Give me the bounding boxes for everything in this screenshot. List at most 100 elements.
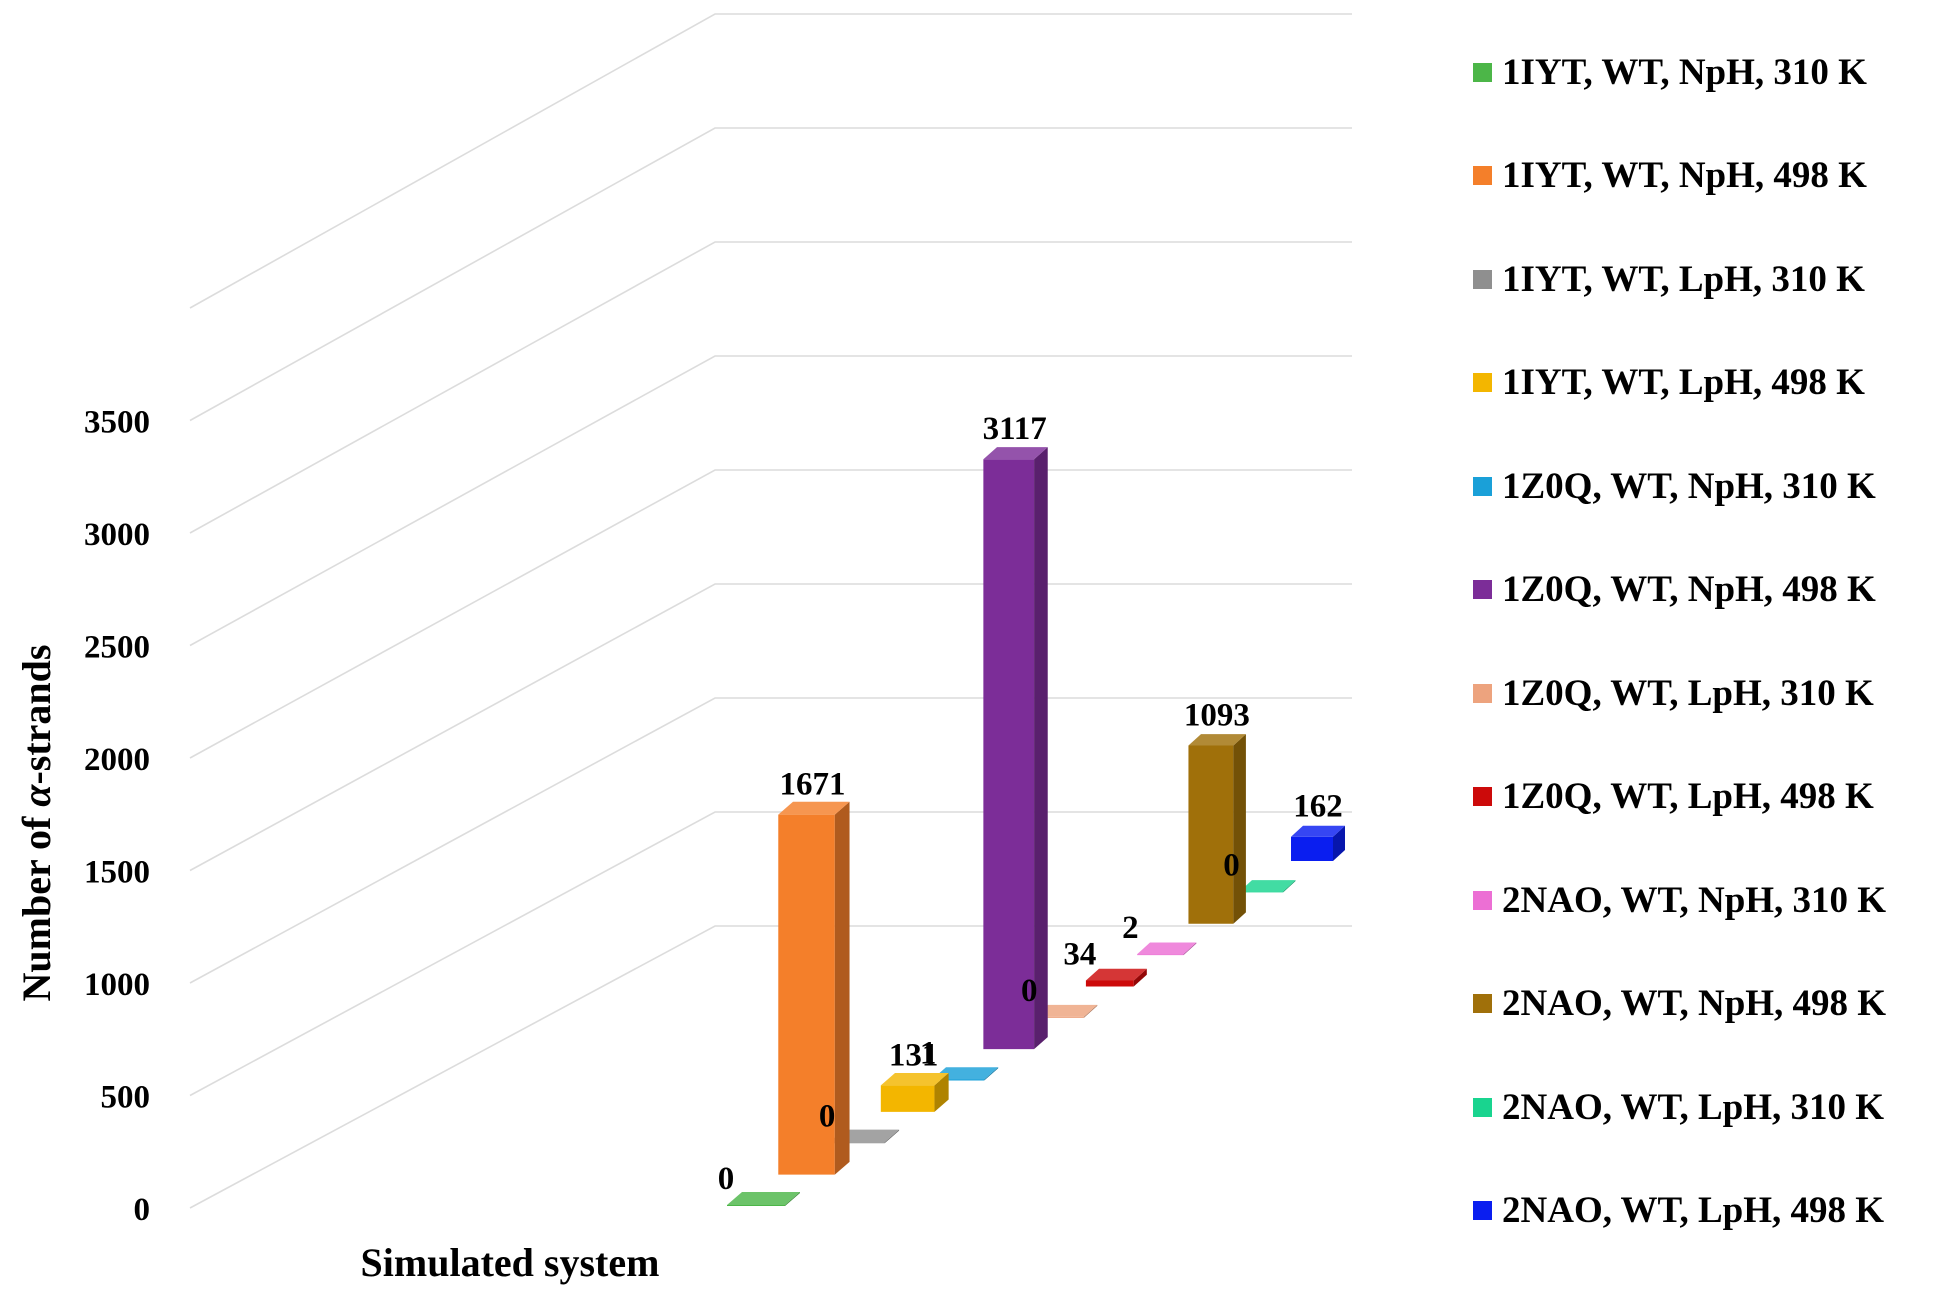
legend-swatch [1473, 787, 1492, 806]
legend-item: 1IYT, WT, NpH, 310 K [1473, 51, 1867, 93]
legend-swatch [1473, 994, 1492, 1013]
bar-top [1085, 968, 1147, 981]
bar-top [1239, 880, 1296, 892]
legend-item: 1Z0Q, WT, LpH, 310 K [1473, 672, 1874, 714]
bar [1188, 734, 1246, 924]
legend-label: 2NAO, WT, LpH, 498 K [1502, 1190, 1885, 1231]
bar-top [778, 801, 850, 815]
legend-label: 1IYT, WT, NpH, 498 K [1502, 155, 1867, 196]
gridline [189, 925, 1352, 1209]
y-axis-ticks: 0 500 1000 1500 2000 2500 3000 3500 [84, 405, 150, 1229]
legend-swatch [1473, 1097, 1492, 1117]
y-tick-label: 0 [134, 1192, 151, 1228]
legend-item: 2NAO, WT, LpH, 310 K [1473, 1087, 1884, 1128]
legend-item: 2NAO, WT, NpH, 498 K [1473, 983, 1887, 1024]
bar-side [1333, 825, 1345, 861]
data-label: 0 [718, 1161, 735, 1197]
bar [1085, 968, 1147, 987]
y-tick-label: 2000 [84, 742, 150, 778]
legend-swatch [1473, 580, 1492, 599]
gridline [189, 697, 1352, 984]
legend-label: 1Z0Q, WT, LpH, 310 K [1502, 672, 1874, 714]
legend-item: 1IYT, WT, LpH, 498 K [1473, 362, 1865, 403]
legend-swatch [1473, 62, 1492, 82]
bar-side [834, 801, 850, 1175]
bar-top [983, 447, 1048, 460]
data-label: 1 [920, 1036, 937, 1072]
bar-top [1137, 942, 1197, 955]
bar-front [1188, 745, 1234, 924]
data-label: 162 [1293, 789, 1343, 825]
bar-top [880, 1072, 949, 1086]
legend-item: 2NAO, WT, LpH, 498 K [1473, 1190, 1885, 1231]
data-label: 0 [1021, 973, 1038, 1009]
legend-swatch [1473, 1201, 1492, 1220]
data-label: 131 [889, 1037, 939, 1073]
gridline [189, 127, 1352, 422]
y-tick-label: 2500 [84, 630, 150, 666]
legend-item: 1IYT, WT, LpH, 310 K [1473, 258, 1865, 300]
gridline [189, 811, 1352, 1097]
legend-label: 2NAO, WT, NpH, 310 K [1502, 879, 1887, 921]
legend-item: 1Z0Q, WT, NpH, 310 K [1473, 465, 1876, 507]
bar-front [1291, 836, 1333, 861]
legend-swatch [1473, 890, 1492, 910]
bar [1239, 880, 1296, 893]
legend-label: 1Z0Q, WT, LpH, 498 K [1502, 776, 1874, 817]
legend-item: 1Z0Q, WT, LpH, 498 K [1473, 776, 1874, 817]
data-label: 2 [1122, 910, 1139, 946]
bar [778, 801, 850, 1175]
bar-side [934, 1072, 949, 1112]
data-label: 0 [1223, 847, 1240, 883]
gridline [189, 13, 1352, 309]
legend-swatch [1473, 683, 1492, 703]
legend-item: 1IYT, WT, NpH, 498 K [1473, 155, 1867, 196]
data-label: 34 [1063, 936, 1096, 972]
legend-label: 1IYT, WT, NpH, 310 K [1502, 51, 1867, 93]
legend-swatch [1473, 373, 1492, 392]
bar-side [1034, 447, 1048, 1050]
y-tick-label: 3000 [84, 517, 150, 553]
bar-front [880, 1085, 935, 1112]
gridline [189, 241, 1352, 534]
data-label: 1093 [1184, 697, 1250, 733]
bar-front [778, 814, 835, 1175]
data-label: 0 [819, 1098, 836, 1134]
bar-front [1239, 891, 1284, 893]
bar-front [1137, 954, 1184, 956]
legend-label: 1IYT, WT, LpH, 310 K [1502, 258, 1865, 300]
bars [727, 447, 1345, 1206]
legend-label: 1Z0Q, WT, NpH, 498 K [1502, 569, 1876, 610]
legend-item: 1Z0Q, WT, NpH, 498 K [1473, 569, 1876, 610]
data-label: 1671 [780, 767, 846, 803]
y-tick-label: 1000 [84, 967, 150, 1003]
legend-label: 1IYT, WT, LpH, 498 K [1502, 362, 1865, 403]
legend-swatch [1473, 269, 1492, 289]
bar-side [1133, 968, 1147, 987]
bar-top [1034, 1004, 1098, 1017]
bar [983, 447, 1048, 1050]
legend-swatch [1473, 476, 1492, 496]
bar-side [1233, 734, 1246, 924]
bar-side [785, 1192, 800, 1206]
y-axis-title: Number of α-strands [14, 645, 59, 1002]
bar-front [983, 459, 1035, 1050]
legend-label: 2NAO, WT, NpH, 498 K [1502, 983, 1887, 1024]
legend-item: 2NAO, WT, NpH, 310 K [1473, 879, 1887, 921]
y-tick-label: 500 [101, 1080, 151, 1116]
gridlines [189, 13, 1352, 1209]
y-tick-label: 1500 [84, 855, 150, 891]
bar [1137, 942, 1197, 956]
bar-side [884, 1129, 900, 1144]
bar-side [984, 1067, 999, 1081]
bar [727, 1192, 800, 1206]
gridline [189, 355, 1352, 647]
bar [880, 1072, 949, 1112]
bar-side [1183, 942, 1197, 956]
bar-side [1283, 880, 1296, 893]
bar-front [1085, 980, 1134, 987]
legend-label: 1Z0Q, WT, NpH, 310 K [1502, 465, 1876, 507]
bar-front [727, 1205, 785, 1206]
